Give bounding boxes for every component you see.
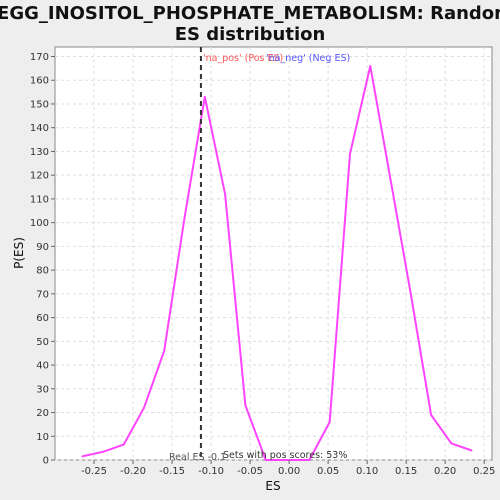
chart-title-line-1: KEGG_INOSITOL_PHOSPHATE_METABOLISM: Rand… [0, 3, 500, 24]
x-tick-label: 0.25 [473, 466, 495, 477]
grid-lines [55, 47, 492, 461]
es-data-point [122, 443, 125, 446]
es-data-point [389, 179, 392, 181]
es-data-point [264, 459, 267, 461]
y-tick-label: 120 [30, 171, 49, 182]
es-data-point [163, 350, 166, 352]
es-data-point [244, 404, 247, 407]
y-tick-label: 80 [36, 266, 49, 277]
na-pos-legend-label: 'na_pos' (Pos ES) [203, 53, 283, 64]
y-tick-label: 170 [30, 52, 49, 63]
y-axis-label: P(ES) [12, 237, 26, 269]
y-tick-label: 20 [36, 408, 49, 419]
y-tick-label: 0 [43, 456, 49, 467]
real-es-label: Real ES -0.1 [169, 452, 226, 463]
x-tick-label: 0.10 [356, 466, 378, 477]
x-tick-label: -0.20 [120, 466, 146, 477]
es-data-point [328, 421, 331, 423]
chart-title-line-2: ES distribution [175, 24, 326, 45]
y-tick-label: 60 [36, 313, 49, 324]
x-tick-label: -0.10 [198, 466, 224, 477]
es-data-point [102, 450, 105, 453]
y-tick-label: 70 [36, 289, 49, 300]
x-tick-label: 0.00 [278, 466, 300, 477]
es-data-point [430, 414, 432, 416]
axes: 0 10 20 30 40 50 60 70 80 90 100 110 120 130 140 150 160… [30, 52, 495, 477]
pos-scores-annotation: Sets with pos scores: 53% [223, 450, 347, 461]
y-tick-label: 140 [30, 123, 49, 134]
y-tick-label: 90 [36, 242, 49, 253]
x-tick-label: -0.15 [159, 466, 185, 477]
es-data-point [183, 217, 186, 219]
y-tick-label: 110 [30, 194, 49, 205]
es-distribution-line [82, 65, 473, 461]
x-tick-label: 0.15 [395, 466, 417, 477]
y-tick-label: 10 [36, 432, 49, 443]
es-data-point [410, 293, 412, 295]
es-data-point [369, 65, 372, 67]
y-tick-label: 150 [30, 99, 49, 110]
es-data-point [349, 153, 351, 155]
es-data-point [470, 449, 473, 452]
x-tick-label: 0.20 [434, 466, 456, 477]
es-data-point [308, 459, 311, 461]
plot-area [54, 46, 493, 461]
x-axis-label: ES [265, 479, 280, 493]
es-data-point [143, 406, 145, 409]
y-tick-label: 100 [30, 218, 49, 229]
y-tick-label: 40 [36, 361, 49, 372]
es-data-point [81, 455, 84, 458]
y-tick-label: 50 [36, 337, 49, 348]
es-data-point [204, 96, 206, 98]
x-tick-label: -0.25 [81, 466, 107, 477]
x-tick-label: -0.05 [237, 466, 263, 477]
na-neg-legend-label: 'na_neg' (Neg ES) [266, 53, 350, 64]
y-tick-label: 30 [36, 384, 49, 395]
y-tick-label: 160 [30, 76, 49, 87]
x-tick-label: 0.05 [317, 466, 339, 477]
es-data-point [224, 193, 226, 195]
y-tick-label: 130 [30, 147, 49, 158]
es-data-point [450, 442, 453, 445]
